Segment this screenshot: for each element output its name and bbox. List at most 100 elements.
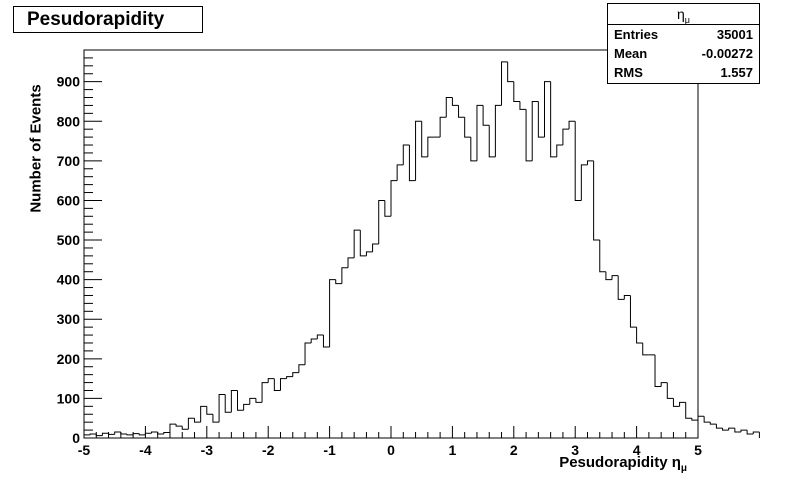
histogram-bin [629,295,637,328]
histogram-bin [181,426,189,430]
x-tick-label: 1 [449,442,457,458]
histogram-bin [187,417,195,430]
histogram-bin [138,433,146,436]
histogram-bin [439,116,447,138]
histogram-bin [322,335,330,348]
histogram-bin [273,378,281,391]
histogram-bin [237,390,244,411]
y-tick-label: 200 [57,351,81,367]
histogram-bin [218,393,226,423]
histogram-bin [746,430,754,435]
histogram-bin [212,414,220,423]
histogram-bin [507,61,514,83]
histogram-bin [451,97,459,106]
x-tick-label: -4 [139,442,152,458]
y-tick-label: 300 [57,311,81,327]
histogram-bin [163,431,170,435]
histogram-bin [341,267,349,284]
histogram-bin [476,104,484,161]
histogram-bin [384,200,391,217]
histogram-bin [206,406,213,415]
histogram-bin [95,434,103,437]
y-tick-label: 800 [57,113,81,129]
stats-header: ημ [608,4,759,25]
histogram-bin [120,432,127,435]
histogram-bin [464,117,471,138]
stats-name: η [677,6,685,22]
histogram-bin [531,100,539,161]
histogram-bin [445,97,453,118]
y-tick-label: 100 [57,390,81,406]
histogram-bin [114,431,121,435]
x-tick-label: 0 [387,442,395,458]
histogram-bin [623,294,631,300]
histogram-bin [672,398,680,407]
histogram-bin [359,230,367,257]
x-tick-label: 3 [571,442,579,458]
histogram-bin [304,342,312,365]
histogram-bin [556,144,563,157]
histogram-bin [243,403,250,411]
histogram-bin [267,378,275,383]
histogram-bin [605,271,613,281]
histogram-bin [169,423,177,433]
histogram-bin [703,416,711,423]
histogram-bin [709,422,717,425]
histogram-bin [715,424,723,429]
stats-key: RMS [614,65,643,80]
histogram-bin [666,382,674,399]
histogram-bin [611,275,619,280]
y-tick-label: 500 [57,232,81,248]
histogram-bin [378,199,385,244]
histogram-bin [316,334,324,340]
histogram-bin [353,229,361,258]
x-tick-label: 2 [510,442,518,458]
histogram-bin [108,433,115,435]
x-tick-label: 4 [633,442,641,458]
stats-row-mean: Mean -0.00272 [608,44,759,63]
histogram-bin [298,364,306,373]
histogram-bin [292,372,299,377]
histogram-bin [568,120,576,130]
histogram-bin [642,342,649,356]
histogram-bin [101,432,109,436]
x-axis-label: Pesudorapidity ημ [559,454,687,474]
histogram-bin [488,125,496,158]
histogram-bin [126,434,134,436]
histogram-bin [685,402,692,419]
stats-row-entries: Entries 35001 [608,25,759,44]
histogram-bin [722,428,729,431]
x-tick-label: -2 [262,442,275,458]
histogram-bin [544,81,551,138]
histogram-bin [470,137,477,162]
histogram-bin [175,424,183,427]
histogram-bin [599,240,606,273]
histogram-bin [279,378,287,391]
histogram-bin [249,397,256,405]
histogram-bin [679,401,686,407]
histogram-bin [482,105,490,126]
histogram-bin [396,164,404,181]
histogram-bin [421,121,428,158]
histogram-bin [697,415,705,421]
histogram-bin [513,81,520,102]
y-axis-label: Number of Events [27,84,45,213]
stats-value: 1.557 [720,65,753,80]
plot-frame [83,49,699,439]
histogram-bin [408,145,416,182]
histogram-bin [89,433,97,435]
y-tick-label: 400 [57,272,81,288]
x-tick-label: -1 [323,442,336,458]
histogram-bin [519,101,527,110]
chart-title: Pesudorapidity [13,6,203,33]
histogram-bin [525,109,533,162]
x-tick-label: 5 [694,442,702,458]
y-tick-label: 600 [57,192,81,208]
histogram-bin [617,275,625,300]
histogram-bin [83,434,91,438]
y-tick-label: 0 [72,430,80,446]
stats-row-rms: RMS 1.557 [608,63,759,82]
stats-value: 35001 [716,27,753,42]
histogram-bin [494,104,502,157]
